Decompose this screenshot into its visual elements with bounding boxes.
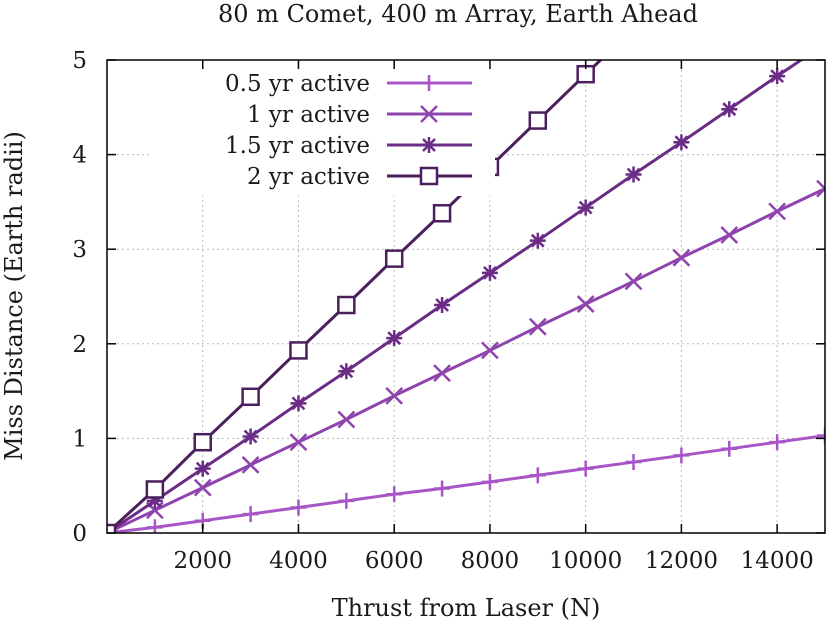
data-point [290, 499, 307, 516]
series-3 [107, 36, 832, 533]
data-point [625, 454, 642, 471]
data-point [107, 523, 117, 533]
data-point [241, 456, 260, 474]
y-tick-label: 4 [72, 143, 87, 169]
data-point [386, 486, 403, 503]
legend-label: 1 yr active [247, 102, 370, 128]
legend-marker [420, 105, 438, 123]
series-line [107, 187, 825, 533]
data-point [673, 134, 690, 151]
data-point [529, 232, 546, 249]
data-point [386, 330, 403, 347]
data-point [816, 179, 825, 198]
data-point [769, 434, 786, 451]
data-point [434, 480, 451, 497]
legend: 0.5 yr active 1 yr active 1.5 yr active 2 y… [150, 62, 495, 196]
x-axis-label: Thrust from Laser (N) [332, 594, 601, 622]
data-point [434, 297, 451, 314]
data-point [194, 460, 211, 477]
legend-label: 2 yr active [247, 164, 370, 190]
y-tick-label: 5 [72, 48, 87, 74]
data-point [290, 395, 307, 412]
y-axis-label: Miss Distance (Earth radii) [0, 131, 28, 461]
data-point [576, 295, 595, 313]
data-point [720, 226, 739, 244]
data-point [672, 248, 691, 267]
data-point [769, 68, 786, 85]
data-point [721, 440, 738, 457]
x-tick-label: 2000 [173, 548, 232, 574]
data-point [337, 295, 356, 315]
data-point [768, 202, 787, 221]
y-tick-label: 2 [72, 332, 87, 358]
data-point [241, 387, 260, 407]
legend-marker [421, 137, 437, 153]
data-point [481, 341, 499, 360]
data-point [721, 101, 738, 118]
data-point [577, 199, 594, 216]
legend-item: 1 yr active [247, 102, 472, 128]
axes: 2000 4000 6000 8000 10000 12000 14000 0 1 2 3 4 5 [72, 48, 825, 574]
legend-marker [419, 166, 439, 186]
data-point [385, 386, 404, 405]
legend-item: 0.5 yr active [225, 71, 472, 97]
data-point [289, 433, 308, 452]
data-point [384, 249, 404, 268]
series-line [107, 60, 804, 533]
data-point [433, 364, 451, 383]
series-2 [107, 179, 825, 533]
legend-marker [421, 75, 437, 91]
y-tick-label: 0 [72, 521, 87, 547]
data-point [242, 428, 259, 445]
data-point [528, 111, 548, 130]
data-point [289, 341, 308, 360]
data-point [528, 317, 547, 336]
data-point [624, 272, 643, 291]
data-point [529, 467, 546, 484]
data-point [673, 447, 690, 464]
data-point [481, 264, 498, 281]
y-tick-label: 1 [72, 426, 87, 452]
legend-label: 0.5 yr active [225, 71, 370, 97]
data-point [193, 432, 212, 452]
x-tick-label: 12000 [645, 548, 718, 574]
x-tick-label: 10000 [549, 548, 622, 574]
data-point [432, 204, 452, 223]
data-point [625, 166, 642, 183]
data-point [481, 473, 498, 490]
y-tick-label: 3 [72, 237, 87, 263]
data-point [193, 478, 212, 497]
x-tick-label: 4000 [269, 548, 328, 574]
legend-label: 1.5 yr active [225, 133, 370, 159]
gridlines [107, 60, 825, 533]
data-point [577, 460, 594, 477]
chart-title: 80 m Comet, 400 m Array, Earth Ahead [218, 0, 698, 28]
data-point [817, 427, 825, 444]
x-tick-label: 6000 [365, 548, 424, 574]
data-point [337, 410, 356, 429]
legend-item: 1.5 yr active [225, 133, 472, 159]
legend-item: 2 yr active [247, 164, 472, 190]
data-point [242, 506, 259, 523]
plot-frame [106, 59, 826, 534]
data-point [338, 492, 355, 509]
data-point [817, 36, 832, 52]
series-line [107, 434, 825, 533]
x-tick-label: 14000 [741, 548, 814, 574]
data-point [145, 480, 165, 499]
data-point [338, 363, 355, 380]
x-tick-label: 8000 [461, 548, 520, 574]
